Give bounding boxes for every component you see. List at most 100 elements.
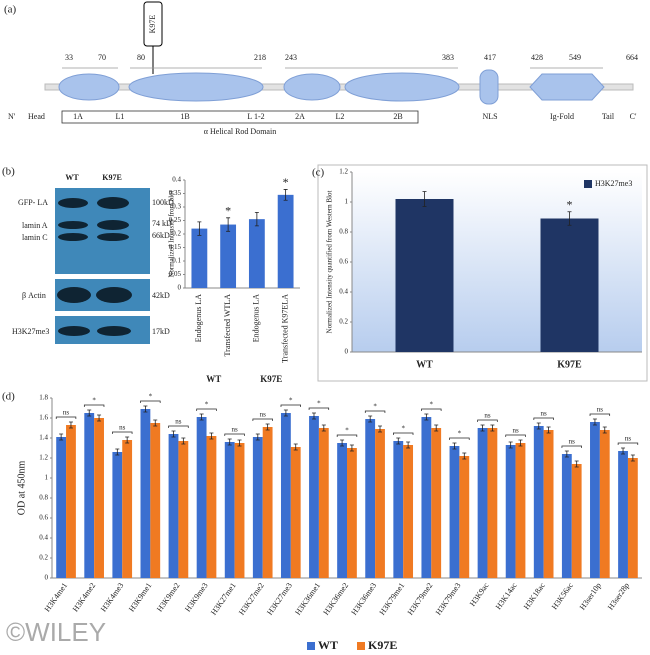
y-tick-label: 1.4 xyxy=(39,434,48,442)
x-tick-label: H3K36me3 xyxy=(349,581,378,617)
error-bar xyxy=(536,422,541,430)
bar xyxy=(280,413,291,578)
region-label: N' xyxy=(8,112,16,121)
bar xyxy=(224,442,235,578)
x-tick-label: H3K9ac xyxy=(468,581,491,608)
error-bar xyxy=(254,212,259,227)
region-label: Ig-Fold xyxy=(550,112,574,121)
significance-label: * xyxy=(317,400,321,408)
error-bar xyxy=(226,217,231,232)
bar xyxy=(112,452,123,578)
significance-label: ns xyxy=(175,418,182,426)
domain-2a xyxy=(283,73,341,101)
x-tick-label: H3K14ac xyxy=(494,581,519,612)
bar xyxy=(122,440,133,578)
y-tick-label: 1 xyxy=(45,474,49,482)
blot-bands xyxy=(57,287,132,303)
bar xyxy=(599,430,610,578)
significance-label: ns xyxy=(512,427,519,435)
bar xyxy=(543,430,554,578)
significance-label: * xyxy=(401,425,405,433)
x-tick-label: H3ser28p xyxy=(606,581,631,612)
ig-fold xyxy=(529,73,605,101)
x-tick-label: H3K27me2 xyxy=(237,581,266,617)
band-label: H3K27me3 xyxy=(12,327,49,336)
error-bar xyxy=(283,189,288,201)
bar xyxy=(365,419,376,578)
y-tick-label: 0.15 xyxy=(169,243,182,251)
domain-1a xyxy=(58,73,120,101)
error-bar xyxy=(368,415,373,423)
error-bar xyxy=(171,430,176,438)
significance-bracket xyxy=(168,425,189,428)
x-tick-label: H3K79me3 xyxy=(434,581,463,617)
significance-label: ns xyxy=(260,411,267,419)
significance-bracket xyxy=(55,416,77,419)
bar xyxy=(590,422,600,578)
significance-bracket xyxy=(280,404,301,407)
y-tick-label: 0 xyxy=(178,284,182,292)
residue: 417 xyxy=(484,53,496,62)
band-label: lamin A xyxy=(22,221,48,230)
significance-bracket xyxy=(589,413,611,416)
error-bar xyxy=(265,423,270,431)
y-tick-label: 0 xyxy=(345,348,349,356)
error-bar xyxy=(349,444,354,452)
y-tick-label: 0.6 xyxy=(339,258,348,266)
x-tick-label: Endogenus LA xyxy=(194,294,203,342)
error-bar xyxy=(602,426,607,434)
error-bar xyxy=(237,439,242,447)
y-tick-label: 0.8 xyxy=(339,228,348,236)
x-tick-label: K97E xyxy=(557,359,582,370)
band-label: β Actin xyxy=(22,291,46,300)
x-tick-label: H3K56ac xyxy=(550,581,575,612)
x-tick-label: H3K4me3 xyxy=(99,581,126,613)
bar xyxy=(505,445,516,578)
y-tick-label: 0.25 xyxy=(169,216,182,224)
bar xyxy=(277,194,294,288)
panel-a: (a) K97E 33 70 80 218 243 383 417 428 54… xyxy=(4,1,638,136)
significance-bracket xyxy=(477,419,498,422)
bar xyxy=(84,413,95,578)
error-bar xyxy=(59,433,64,441)
legend-label: WT xyxy=(318,638,338,652)
x-tick-label: Transfected K97ELA xyxy=(280,294,289,363)
x-tick-label: H3K79me1 xyxy=(378,581,407,617)
y-tick-label: 0.4 xyxy=(172,176,181,184)
nls xyxy=(479,69,499,105)
bar xyxy=(252,437,263,578)
bar xyxy=(477,428,488,578)
significance-bracket xyxy=(449,437,470,440)
band-label: lamin C xyxy=(22,233,48,242)
error-bar xyxy=(546,426,551,434)
significance-label: * xyxy=(373,403,377,411)
y-tick-label: 1.8 xyxy=(39,394,48,402)
bar xyxy=(403,445,414,578)
error-bar xyxy=(567,211,572,226)
band-label: GFP- LA xyxy=(18,198,48,207)
group-label: WT xyxy=(206,374,221,384)
y-tick-label: 1.2 xyxy=(339,168,348,176)
y-axis-label: OD at 450nm xyxy=(16,461,27,516)
x-tick-label: H3K4me2 xyxy=(71,581,98,613)
error-bar xyxy=(255,433,260,441)
watermark: ©WILEY xyxy=(6,617,106,647)
x-tick-label: H3K27me3 xyxy=(265,581,294,617)
region-label: 1B xyxy=(180,112,189,121)
size-label: 74 kD xyxy=(152,219,172,228)
bar xyxy=(191,228,208,288)
error-bar xyxy=(422,191,427,207)
blot-bands xyxy=(58,197,129,241)
x-tick-label: H3K36me2 xyxy=(321,581,350,617)
y-tick-label: 1 xyxy=(345,198,349,206)
significance-label: * xyxy=(345,427,349,435)
error-bar xyxy=(508,441,513,449)
y-tick-label: 0.4 xyxy=(339,288,348,296)
error-bar xyxy=(293,443,298,451)
blot-bands xyxy=(58,326,131,336)
legend-swatch xyxy=(307,642,315,650)
bar xyxy=(56,437,67,578)
error-bar xyxy=(434,424,439,432)
bar xyxy=(515,443,526,578)
annotation: * xyxy=(225,204,231,218)
